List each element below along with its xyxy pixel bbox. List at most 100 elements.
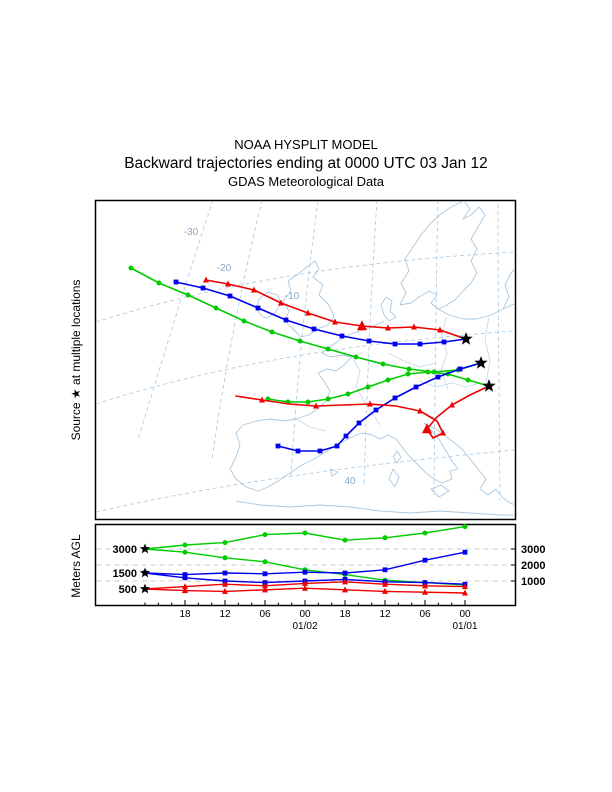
- square-marker: [227, 293, 233, 299]
- europe-coastline: [229, 201, 515, 516]
- date-label: 01/01: [452, 621, 477, 632]
- triangle-marker: [382, 580, 388, 587]
- triangle-marker: [422, 582, 428, 589]
- triangle-marker: [437, 326, 443, 333]
- circle-marker: [302, 530, 308, 536]
- circle-marker: [380, 361, 386, 367]
- triangle-marker: [222, 580, 228, 587]
- circle-marker: [297, 338, 303, 344]
- circle-marker: [425, 369, 431, 375]
- time-tick-label: 06: [419, 609, 431, 620]
- triangle-marker: [382, 587, 388, 594]
- parallel-line: [96, 330, 515, 405]
- square-marker: [311, 326, 317, 332]
- triangle-marker: [182, 587, 188, 594]
- time-tick-label: 00: [299, 609, 311, 620]
- square-marker: [356, 420, 362, 426]
- circle-marker: [406, 366, 412, 372]
- triangle-marker: [462, 589, 468, 596]
- border-line: [419, 380, 481, 388]
- title-block: NOAA HYSPLIT MODEL Backward trajectories…: [124, 137, 488, 189]
- circle-marker: [156, 280, 162, 286]
- date-label: 01/02: [292, 621, 317, 632]
- coast-ireland: [255, 291, 282, 319]
- coast-norway: [399, 201, 465, 306]
- triangle-marker: [462, 583, 468, 590]
- border-line: [295, 418, 327, 432]
- trajectory-description-title: Backward trajectories ending at 0000 UTC…: [124, 155, 488, 172]
- time-tick-label: 18: [339, 609, 351, 620]
- square-marker: [343, 433, 349, 439]
- square-marker: [182, 575, 188, 581]
- source-star-icon: [482, 379, 496, 392]
- circle-marker: [185, 292, 191, 298]
- met-data-subtitle: GDAS Meteorological Data: [228, 174, 385, 189]
- triangle-marker: [302, 579, 308, 586]
- square-marker: [317, 448, 323, 454]
- height-profile-path-green-1-3000m: [144, 525, 466, 550]
- time-tick-label: 06: [259, 609, 271, 620]
- square-marker: [222, 570, 228, 576]
- triangle-marker: [367, 400, 373, 407]
- triangle-marker: [251, 286, 257, 293]
- circle-marker: [342, 537, 348, 543]
- coast-balearics: [329, 468, 339, 477]
- circle-marker: [465, 377, 471, 383]
- coast-north-africa: [235, 500, 515, 516]
- height-scale-label: 3000: [521, 544, 545, 556]
- source-star-icon: [474, 356, 488, 369]
- graticule-label: -10: [285, 291, 300, 302]
- trajectory-path-red-2: [235, 385, 490, 439]
- border-line: [387, 352, 437, 368]
- triangle-marker: [313, 402, 319, 409]
- circle-marker: [422, 530, 428, 536]
- start-height-label: 500: [119, 584, 137, 596]
- coast-corsica: [392, 450, 402, 464]
- triangle-marker: [278, 299, 284, 306]
- border-line: [440, 316, 449, 390]
- square-marker: [182, 572, 188, 577]
- time-tick-label: 00: [459, 609, 471, 620]
- square-marker: [339, 333, 345, 339]
- meridian-line: [433, 201, 439, 496]
- triangle-marker: [440, 429, 446, 436]
- time-tick-label: 18: [179, 609, 191, 620]
- triangle-marker: [222, 587, 228, 594]
- profile-side-label: Meters AGL: [69, 534, 83, 598]
- square-marker: [302, 569, 308, 575]
- square-marker: [334, 443, 340, 449]
- circle-marker: [353, 354, 359, 360]
- triangle-marker: [225, 280, 231, 287]
- triangle-marker: [449, 401, 455, 408]
- meridian-line: [290, 201, 319, 476]
- circle-marker: [222, 555, 228, 561]
- trajectory-path-blue-1: [175, 281, 467, 345]
- square-marker: [342, 570, 348, 576]
- trajectory-path-blue-2: [277, 362, 482, 452]
- triangle-marker: [417, 407, 423, 414]
- map-trajectories: [128, 265, 496, 454]
- square-marker: [295, 448, 301, 454]
- triangle-marker: [342, 586, 348, 593]
- map-graticule: [96, 201, 515, 513]
- square-marker: [422, 557, 428, 563]
- meridian-line: [497, 203, 501, 501]
- square-marker: [435, 374, 441, 380]
- height-scale-label: 1000: [521, 576, 545, 588]
- square-marker: [262, 571, 268, 577]
- parallel-line: [96, 251, 515, 323]
- triangle-marker: [422, 588, 428, 595]
- circle-marker: [345, 391, 351, 397]
- circle-marker: [241, 318, 247, 324]
- graticule-label: 40: [344, 476, 356, 487]
- circle-marker: [325, 346, 331, 352]
- square-marker: [462, 549, 468, 555]
- circle-marker: [269, 329, 275, 335]
- circle-marker: [128, 265, 134, 271]
- border-line: [484, 316, 491, 384]
- graticule-label: -30: [184, 227, 199, 238]
- square-marker: [382, 567, 388, 573]
- triangle-marker: [203, 276, 209, 283]
